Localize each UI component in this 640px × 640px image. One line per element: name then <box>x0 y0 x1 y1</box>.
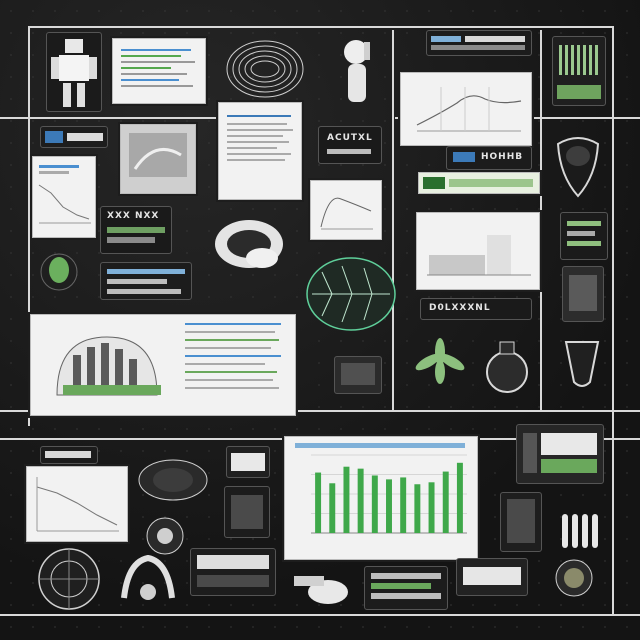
brain-scan-icon <box>215 220 283 268</box>
frame-line-mid-horizontal <box>0 410 640 412</box>
bar <box>357 468 364 533</box>
bar-chart-card-mid <box>416 212 540 290</box>
chip-panel-center <box>334 356 382 394</box>
coiled-cable-icon <box>226 40 304 98</box>
scan-image-icon <box>129 133 187 177</box>
bar <box>456 462 463 533</box>
frame-line-vertical-center <box>392 30 394 410</box>
board-panel-bottom <box>364 566 448 610</box>
tag-acutxl-text: ACUTXL <box>327 133 373 143</box>
chip-panel-right <box>560 212 608 260</box>
coiled-cable-panel <box>222 34 308 104</box>
gear-icon <box>146 517 184 555</box>
sensor-ring-icon <box>38 548 100 610</box>
robot-arm-icon <box>294 576 348 604</box>
center-tag-text: D0LXXXNL <box>429 303 491 313</box>
bar <box>386 479 392 533</box>
leaf-network-icon <box>306 257 396 331</box>
curve-chart-icon <box>320 197 373 230</box>
plant-leaf-panel <box>412 336 468 388</box>
rack-panel <box>224 486 270 538</box>
monitor-panel <box>226 446 270 478</box>
frame-line-bottom <box>0 614 640 616</box>
tag-top-left-text: XXX NXX <box>107 211 160 221</box>
robot-hand-panel <box>334 34 384 110</box>
label-strip-left <box>40 126 108 148</box>
line-chart-card-top <box>400 72 532 146</box>
center-tag-panel: D0LXXXNL <box>420 298 532 320</box>
robot-hand-icon <box>344 40 370 102</box>
bar <box>315 472 322 533</box>
bar-chart-card <box>284 436 478 560</box>
helmet-panel <box>134 454 212 504</box>
bar <box>371 475 378 533</box>
drone-icon <box>556 137 600 198</box>
hardware-diagram <box>56 336 161 396</box>
helmet-icon <box>138 459 208 501</box>
bar <box>329 483 336 533</box>
test-tubes-icon <box>562 514 598 548</box>
bar <box>442 471 449 533</box>
frame-line-left <box>28 26 30 426</box>
tag-acutxl: ACUTXL <box>318 126 382 164</box>
robot-figure-icon <box>51 39 97 107</box>
pod-icon <box>564 341 600 387</box>
tag-top-right-text: HOHHB <box>481 152 524 162</box>
small-chart-card <box>310 180 382 240</box>
glass-flask-icon <box>486 341 528 393</box>
gadget-panel-right <box>562 266 604 322</box>
leaf-network-panel <box>302 252 400 336</box>
device-display-right <box>516 424 604 484</box>
device-label-top <box>426 30 532 56</box>
instrument-panel <box>190 548 276 596</box>
glass-flask-panel <box>482 336 532 396</box>
text-document-card <box>218 102 302 200</box>
plant-sprout-panel <box>36 250 82 294</box>
frame-line-upper-horizontal <box>0 117 230 119</box>
robot-arm-panel <box>288 562 354 608</box>
bar-chart <box>311 454 467 534</box>
gear-panel <box>142 514 188 558</box>
label-strip-right: HOHHB <box>446 146 532 170</box>
device-slot-right <box>500 492 542 552</box>
document-text-block <box>185 323 285 407</box>
circuit-board-icon <box>557 45 601 99</box>
plant-leaf-icon <box>415 338 465 384</box>
chip-panel-left: XXX NXX <box>100 206 172 254</box>
label-strip-bottom-left <box>40 446 98 464</box>
bar <box>343 466 350 533</box>
frame-line-top <box>28 26 614 28</box>
spec-panel <box>100 262 192 300</box>
keyboard-panel <box>456 558 528 596</box>
claw-panel <box>116 548 180 610</box>
robot-claw-icon <box>121 554 175 600</box>
drone-panel <box>552 126 604 202</box>
plant-sprout-icon <box>40 253 78 291</box>
mini-line-chart <box>38 165 91 224</box>
document-card-left <box>32 156 96 238</box>
bar <box>428 482 435 533</box>
document-card-top <box>112 38 206 104</box>
line-chart-card-bottom <box>26 466 128 542</box>
large-document-card <box>30 314 296 416</box>
orb-icon <box>555 559 593 597</box>
orb-panel <box>552 556 596 600</box>
test-tubes-panel <box>556 510 602 554</box>
line-chart-icon <box>416 87 522 132</box>
area-chart-icon <box>427 235 531 276</box>
green-status-bar <box>418 172 540 194</box>
green-device-panel <box>552 36 606 106</box>
decline-chart-icon <box>36 477 119 532</box>
photo-card-scan <box>120 124 196 194</box>
robot-figure-panel <box>46 32 102 112</box>
frame-line-right <box>612 26 614 616</box>
frame-line-vertical-right <box>540 30 542 410</box>
bar <box>400 477 407 533</box>
sensor-ring-panel <box>34 546 104 612</box>
drone-pod-panel <box>562 332 602 392</box>
brain-scan-panel <box>210 214 288 278</box>
bar <box>414 484 421 533</box>
